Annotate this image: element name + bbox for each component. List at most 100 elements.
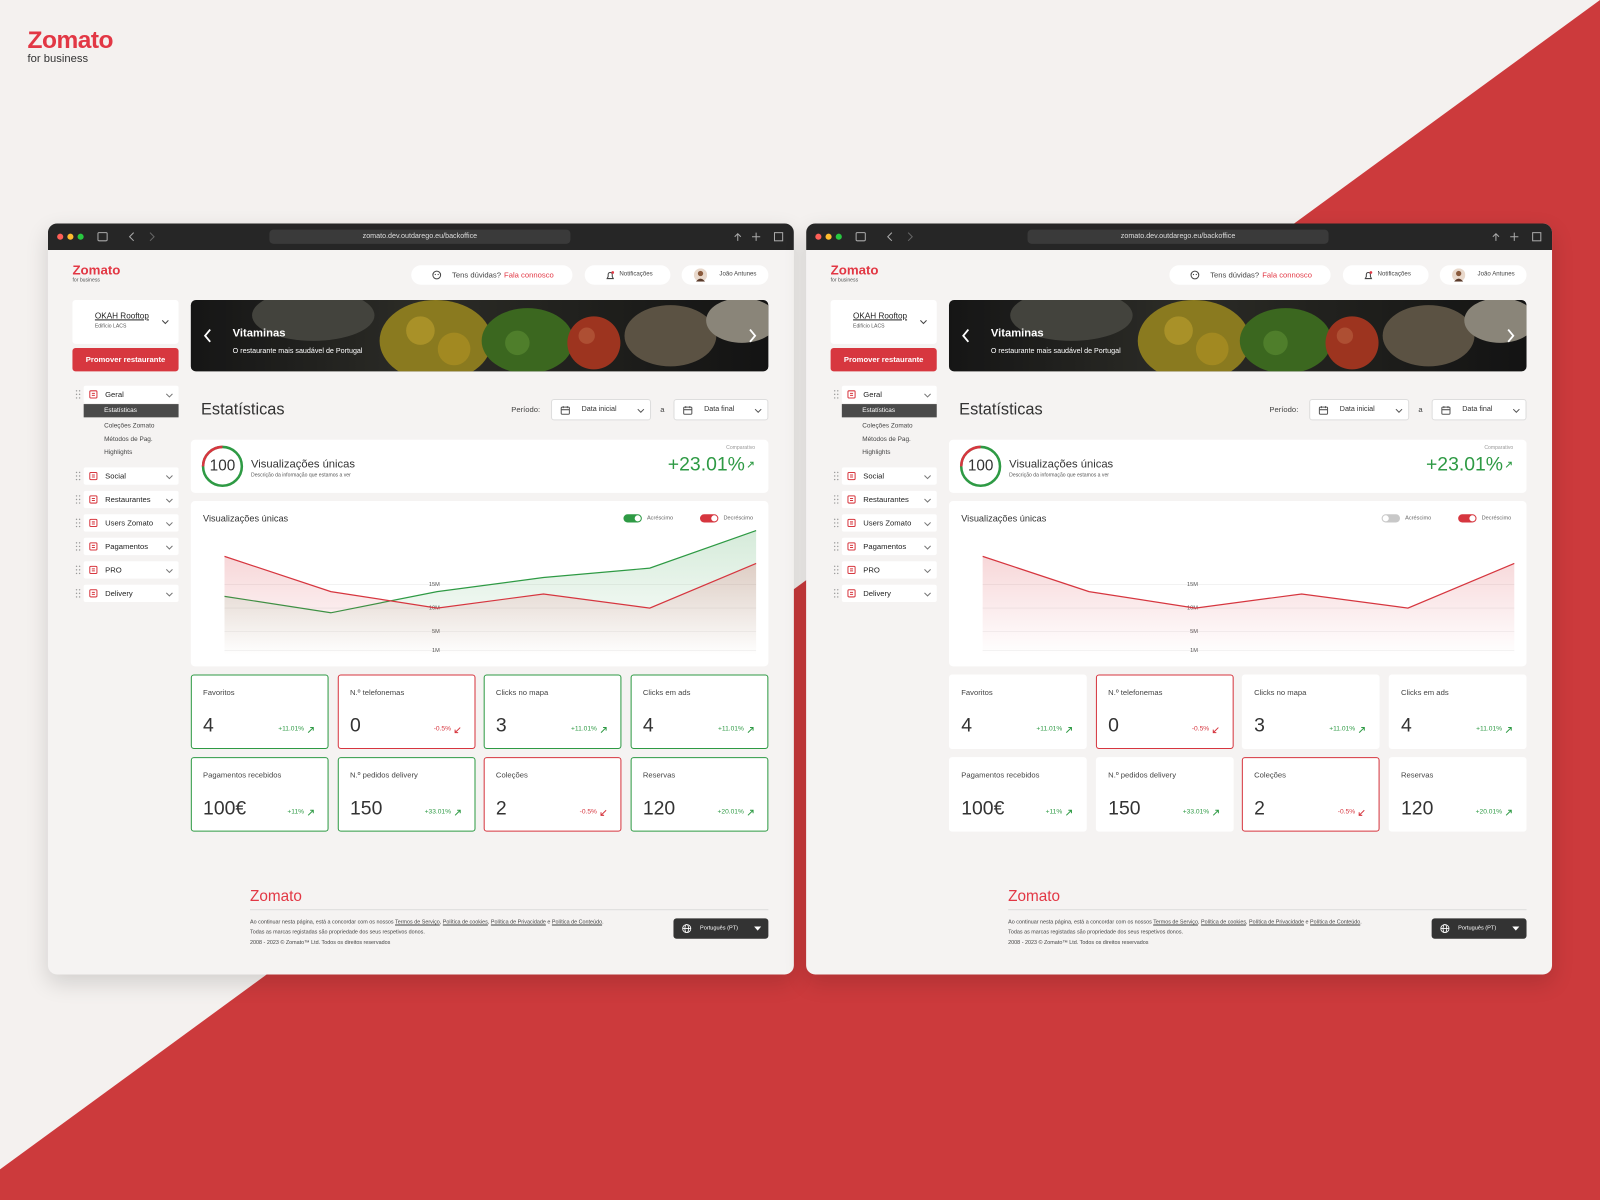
language-selector[interactable]: Português (PT) <box>673 918 769 939</box>
drag-handle-part <box>78 518 81 521</box>
stat-change: -0.5% <box>579 808 597 816</box>
drag-handle-part <box>75 565 78 568</box>
banner-next-part <box>1507 329 1515 343</box>
menu-icon <box>847 495 856 504</box>
help-link[interactable]: Fala connosco <box>1262 270 1312 280</box>
drag-handle-part <box>75 390 78 392</box>
date-dropdown[interactable]: Data inicial <box>1309 398 1410 421</box>
banner: Vitaminas O restaurante mais saudável de … <box>948 299 1527 372</box>
trend-arrow <box>747 809 754 816</box>
notifications-pill[interactable]: Notificações <box>1342 265 1429 285</box>
legal-link[interactable]: Termos de Serviço <box>1153 919 1198 926</box>
legend-toggle[interactable] <box>1458 514 1477 523</box>
legal-link[interactable]: Política de Conteúdo <box>1310 919 1361 926</box>
submenu-item[interactable]: Highlights <box>104 448 133 457</box>
help-pill[interactable]: Tens dúvidas? Fala connosco <box>1169 265 1331 285</box>
footer-brand: Zomato <box>1008 887 1061 906</box>
address-bar[interactable]: zomato.dev.outdarego.eu/backoffice <box>269 229 571 244</box>
menu-item[interactable]: Geral <box>841 385 937 404</box>
restaurant-selector[interactable]: OKAH Rooftop Edifício LACS <box>72 299 179 344</box>
date-label: Data final <box>704 406 735 414</box>
legal-link[interactable]: Política de cookies <box>1200 919 1247 926</box>
notifications-pill[interactable]: Notificações <box>584 265 671 285</box>
browser-window: zomato.dev.outdarego.eu/backoffice Zomato… <box>806 223 1553 975</box>
menu-icon-part <box>847 471 856 481</box>
submenu-item[interactable]: Estatísticas <box>83 404 179 418</box>
kpi-compare-label: Comparativo <box>1484 444 1514 452</box>
user-pill[interactable]: João Antunes <box>1439 265 1527 285</box>
drag-handle-part <box>75 525 78 528</box>
stat-card: Clicks no mapa 3 +11.01% <box>1241 674 1380 749</box>
chevron-part <box>165 592 173 597</box>
address-bar[interactable]: zomato.dev.outdarego.eu/backoffice <box>1027 229 1329 244</box>
language-selector[interactable]: Português (PT) <box>1431 918 1527 939</box>
menu-item[interactable]: Social <box>841 467 937 485</box>
submenu-item[interactable]: Coleções Zomato <box>862 422 913 430</box>
submenu-item[interactable]: Highlights <box>862 448 891 457</box>
banner-subtitle: O restaurante mais saudável de Portugal <box>232 347 363 356</box>
menu-icon <box>847 565 856 574</box>
stat-card: N.º pedidos delivery 150 +33.01% <box>1095 757 1234 832</box>
drag-handle-part <box>78 475 81 477</box>
promote-button[interactable]: Promover restaurante <box>72 347 179 372</box>
drag-handle-part <box>75 545 78 548</box>
legal-link[interactable]: Política de Privacidade <box>1249 919 1305 926</box>
legal-link[interactable]: Política de Conteúdo <box>551 919 603 926</box>
window-dot <box>815 233 822 240</box>
legal-link[interactable]: Termos de Serviço <box>395 919 440 926</box>
submenu-item[interactable]: Métodos de Pag. <box>104 435 153 443</box>
menu-icon-part <box>91 591 95 595</box>
legal-link[interactable]: Política de cookies <box>442 919 488 926</box>
legend-toggle[interactable] <box>1381 514 1400 523</box>
help-pill[interactable]: Tens dúvidas? Fala connosco <box>411 265 573 285</box>
restaurant-selector[interactable]: OKAH Rooftop Edifício LACS <box>830 299 937 344</box>
menu-item[interactable]: Restaurantes <box>841 490 937 509</box>
menu-item[interactable]: Restaurantes <box>83 490 179 509</box>
menu-item[interactable]: Social <box>83 467 179 485</box>
submenu-item[interactable]: Métodos de Pag. <box>862 435 911 443</box>
drag-handle-part <box>75 475 78 477</box>
banner-image-part <box>567 316 621 370</box>
date-dropdown[interactable]: Data final <box>1431 398 1527 421</box>
menu-icon-part <box>849 544 854 548</box>
menu-icon-part <box>89 518 98 528</box>
legend-toggle[interactable] <box>699 514 719 523</box>
menu-item[interactable]: Delivery <box>841 584 937 603</box>
kpi-description: Descrição da informação que estamos a ve… <box>1009 472 1110 479</box>
promote-button[interactable]: Promover restaurante <box>830 347 937 372</box>
menu-item[interactable]: Delivery <box>83 584 179 603</box>
menu-item[interactable]: Geral <box>83 385 179 404</box>
drag-handle-part <box>75 518 78 521</box>
help-icon-part <box>1192 273 1195 276</box>
menu-icon-part <box>89 589 98 598</box>
drag-handle-part <box>78 498 81 501</box>
drag-handle-part <box>833 542 836 544</box>
stat-value: 120 <box>1401 797 1434 820</box>
period-separator: a <box>1418 405 1423 415</box>
user-pill[interactable]: João Antunes <box>681 265 769 285</box>
logo-name: Zomato <box>72 262 121 278</box>
menu-item[interactable]: Pagamentos <box>841 537 937 556</box>
submenu-item[interactable]: Estatísticas <box>841 404 937 418</box>
legal-link[interactable]: Política de Privacidade <box>490 919 546 926</box>
kpi-change: +23.01% <box>1425 454 1504 476</box>
menu-item[interactable]: Users Zomato <box>83 514 179 532</box>
date-label: Data inicial <box>581 406 617 414</box>
menu-item[interactable]: PRO <box>83 561 179 579</box>
drag-handle-part <box>75 589 78 591</box>
help-link[interactable]: Fala connosco <box>504 270 554 280</box>
drag-handle-part <box>833 471 836 474</box>
menu-item[interactable]: Users Zomato <box>841 514 937 532</box>
menu-item[interactable]: PRO <box>841 561 937 579</box>
date-dropdown[interactable]: Data inicial <box>551 398 652 421</box>
menu-item[interactable]: Pagamentos <box>83 537 179 556</box>
avatar <box>693 268 708 282</box>
stat-change: +11.01% <box>571 725 597 733</box>
legend-toggle[interactable] <box>623 514 642 523</box>
menu-icon-part <box>91 497 95 502</box>
date-dropdown[interactable]: Data final <box>673 398 769 421</box>
submenu-item[interactable]: Coleções Zomato <box>104 422 155 430</box>
stat-card: N.º telefonemas 0 -0.5% <box>337 674 476 749</box>
trend-arrow <box>1212 727 1219 734</box>
series-line <box>224 555 757 609</box>
